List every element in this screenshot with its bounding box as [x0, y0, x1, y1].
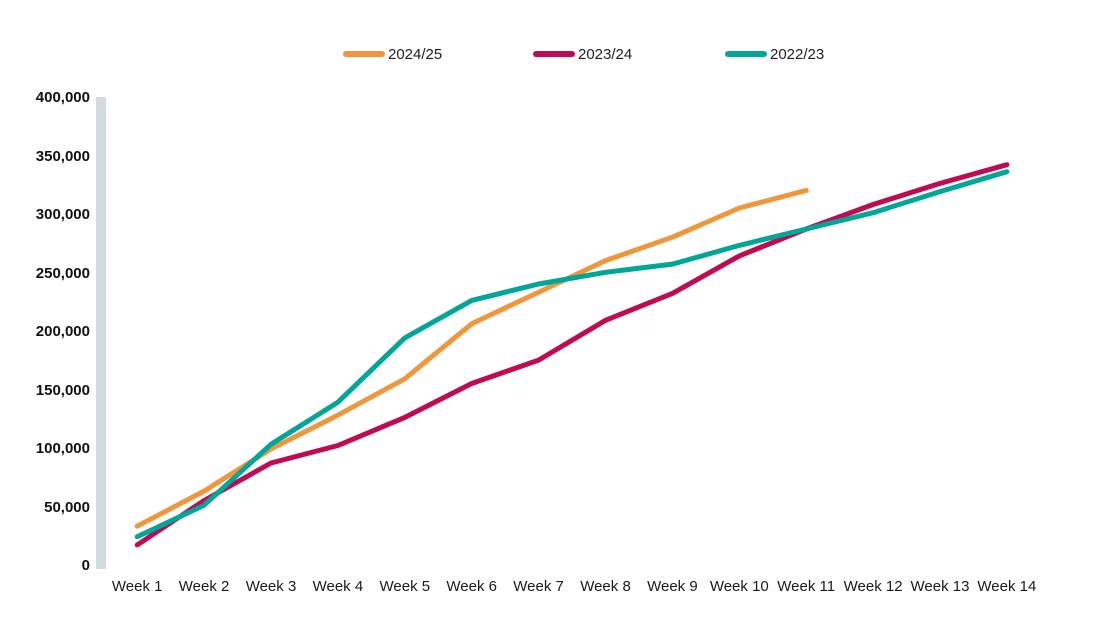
y-tick-label: 400,000 — [35, 89, 90, 106]
y-tick-label: 150,000 — [35, 381, 90, 399]
series-line-2022-23 — [134, 169, 1010, 540]
y-tick-label: 350,000 — [35, 147, 90, 165]
legend-label: 2024/25 — [388, 45, 443, 63]
legend-item-2023-24: 2023/24 — [533, 45, 633, 63]
y-tick-label: 100,000 — [35, 440, 90, 457]
legend-line-swatch-icon — [343, 51, 385, 57]
legend-item-2022-23: 2022/23 — [725, 45, 825, 63]
y-tick-label: 250,000 — [35, 264, 90, 282]
x-tick-label: Week 8 — [580, 578, 631, 595]
x-tick-label: Week 14 — [977, 578, 1037, 595]
y-tick-label: 0 — [81, 557, 90, 574]
legend-label: 2022/23 — [770, 45, 825, 63]
y-tick-label: 300,000 — [35, 206, 90, 223]
x-tick-label: Week 5 — [379, 578, 431, 595]
x-tick-label: Week 6 — [446, 578, 497, 595]
x-tick-label: Week 3 — [245, 578, 297, 595]
legend-line-swatch-icon — [533, 51, 575, 57]
x-tick-label: Week 13 — [910, 578, 970, 595]
x-tick-label: Week 10 — [709, 578, 769, 595]
legend-label: 2023/24 — [578, 45, 633, 63]
y-tick-label: 50,000 — [44, 498, 90, 516]
series-line-2023-24 — [134, 162, 1010, 548]
y-tick-label: 200,000 — [35, 323, 90, 340]
legend-item-2024-25: 2024/25 — [343, 45, 443, 63]
y-axis-line — [96, 97, 106, 569]
x-tick-label: Week 7 — [513, 578, 564, 595]
x-tick-label: Week 2 — [178, 578, 230, 595]
x-tick-label: Week 4 — [312, 578, 364, 595]
legend-line-swatch-icon — [725, 51, 767, 57]
x-tick-label: Week 9 — [647, 578, 698, 595]
x-tick-label: Week 11 — [777, 578, 836, 595]
x-tick-label: Week 12 — [843, 578, 903, 595]
x-tick-label: Week 1 — [111, 578, 163, 595]
